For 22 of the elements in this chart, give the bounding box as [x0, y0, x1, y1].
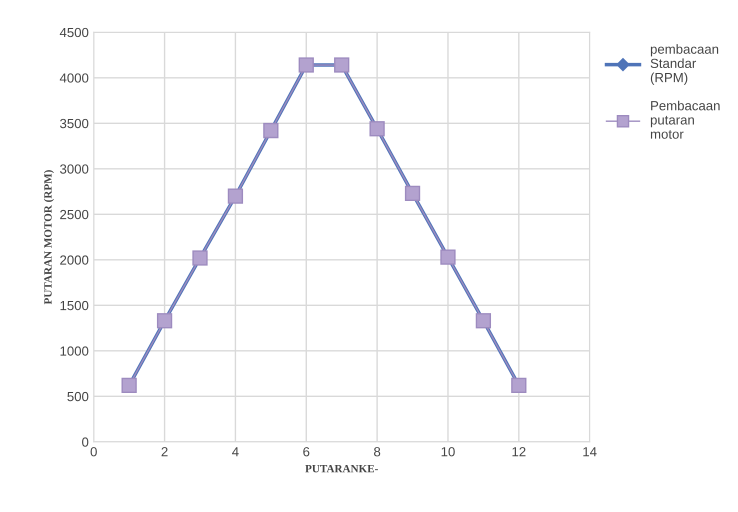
y-tick-label: 2000	[60, 255, 88, 265]
y-tick-label: 2500	[60, 210, 88, 220]
y-tick-label: 500	[67, 392, 88, 402]
y-tick-label: 3000	[60, 164, 88, 174]
x-tick-label: 4	[232, 447, 239, 456]
x-tick-label: 8	[374, 447, 380, 456]
y-tick-label: 0	[82, 437, 88, 447]
y-tick-label: 3500	[60, 118, 88, 128]
x-tick-label: 10	[442, 447, 455, 456]
legend-label: Pembacaan putaran motor	[650, 100, 720, 139]
x-tick-label: 12	[512, 447, 526, 456]
x-axis-title: PUTARANKE-	[305, 464, 378, 472]
y-tick-label: 1500	[60, 300, 88, 310]
y-axis-title: PUTARAN MOTOR (RPM)	[44, 170, 54, 304]
y-tick-label: 4000	[60, 73, 88, 83]
x-tick-label: 2	[162, 447, 168, 456]
x-tick-label: 0	[90, 447, 97, 456]
x-tick-label: 14	[583, 447, 597, 456]
x-tick-label: 6	[303, 447, 310, 456]
y-tick-label: 1000	[60, 346, 88, 356]
y-tick-label: 4500	[60, 28, 88, 38]
legend-label: pembacaan Standar (RPM)	[650, 44, 718, 85]
